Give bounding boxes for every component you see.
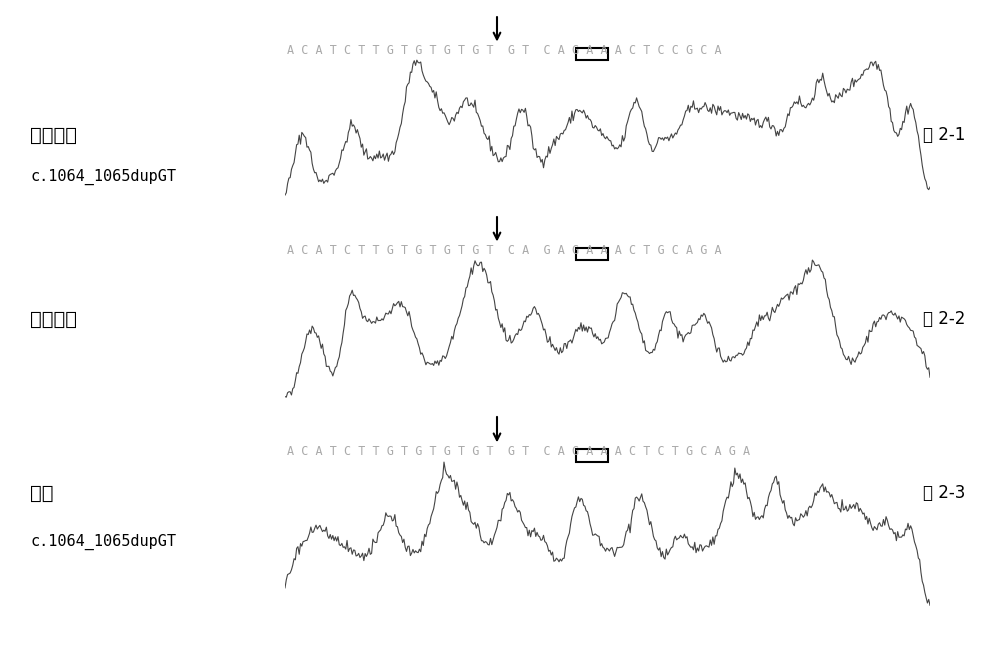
Text: 图 2-2: 图 2-2 — [923, 310, 965, 328]
Text: 患者: 患者 — [30, 484, 54, 503]
Text: A C A T C T T G T G T G T G T  G T  C A G A A A C T C T G C A G A: A C A T C T T G T G T G T G T G T C A G … — [287, 445, 750, 459]
Text: A C A T C T T G T G T G T G T  G T  C A G A A A C T C C G C A: A C A T C T T G T G T G T G T G T C A G … — [287, 44, 722, 57]
Text: 图 2-3: 图 2-3 — [923, 484, 965, 502]
Bar — [576, 48, 608, 60]
Text: 患者母亲: 患者母亲 — [30, 310, 77, 329]
Text: 患者父亲: 患者父亲 — [30, 126, 77, 145]
Text: 图 2-1: 图 2-1 — [923, 126, 965, 144]
Bar — [576, 450, 608, 462]
Bar — [576, 248, 608, 260]
Text: c.1064_1065dupGT: c.1064_1065dupGT — [30, 533, 176, 550]
Text: c.1064_1065dupGT: c.1064_1065dupGT — [30, 169, 176, 186]
Text: A C A T C T T G T G T G T G T  C A  G A G A A A C T G C A G A: A C A T C T T G T G T G T G T C A G A G … — [287, 244, 722, 257]
